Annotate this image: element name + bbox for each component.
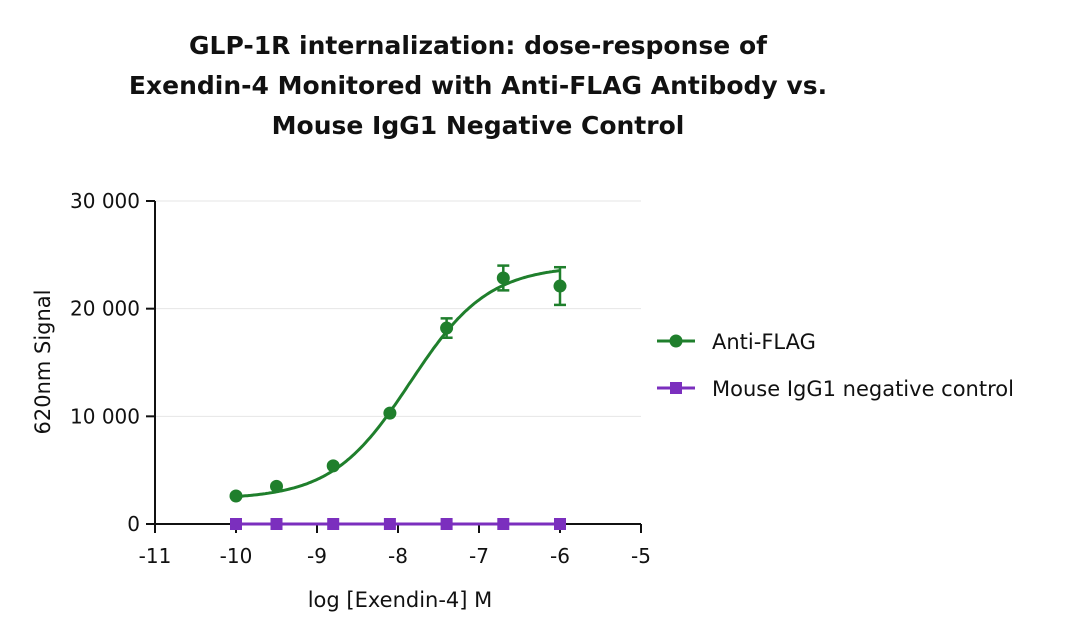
x-tick-label: -8 bbox=[388, 544, 408, 568]
anti-flag-point bbox=[496, 271, 510, 285]
x-tick-label: -10 bbox=[220, 544, 253, 568]
title-line-2: Exendin-4 Monitored with Anti-FLAG Antib… bbox=[129, 71, 827, 100]
y-tick-label: 10 000 bbox=[70, 404, 140, 428]
anti-flag-point bbox=[440, 321, 454, 335]
igg1-point bbox=[383, 518, 396, 530]
y-axis-label: 620nm Signal bbox=[31, 289, 55, 434]
legend-label: Mouse IgG1 negative control bbox=[712, 377, 1014, 401]
anti-flag-point bbox=[383, 406, 397, 420]
x-tick-label: -9 bbox=[307, 544, 327, 568]
title-line-3: Mouse IgG1 Negative Control bbox=[272, 111, 685, 140]
anti-flag-fit-curve bbox=[235, 269, 561, 499]
x-tick-label: -7 bbox=[469, 544, 489, 568]
x-tick-label: -6 bbox=[550, 544, 570, 568]
legend-square-marker bbox=[670, 382, 682, 394]
y-tick-label: 30 000 bbox=[70, 189, 140, 213]
anti-flag-point bbox=[326, 459, 340, 473]
x-tick-label: -11 bbox=[139, 544, 172, 568]
chart-title: GLP-1R internalization: dose-response of… bbox=[129, 31, 827, 140]
x-axis-label: log [Exendin-4] M bbox=[308, 588, 493, 612]
title-line-1: GLP-1R internalization: dose-response of bbox=[189, 31, 768, 60]
x-tick-label: -5 bbox=[631, 544, 651, 568]
anti-flag-point bbox=[270, 479, 283, 493]
igg1-point bbox=[497, 518, 510, 530]
legend-label: Anti-FLAG bbox=[712, 330, 816, 354]
y-tick-label: 20 000 bbox=[70, 297, 140, 321]
anti-flag-point bbox=[229, 489, 243, 503]
igg1-point bbox=[270, 518, 283, 530]
igg1-point bbox=[440, 518, 453, 530]
legend-circle-marker bbox=[669, 334, 683, 348]
igg1-point bbox=[554, 518, 566, 530]
y-tick-label: 0 bbox=[127, 512, 140, 536]
igg1-point bbox=[327, 518, 340, 530]
igg1-point bbox=[230, 518, 242, 530]
anti-flag-point bbox=[553, 279, 567, 293]
